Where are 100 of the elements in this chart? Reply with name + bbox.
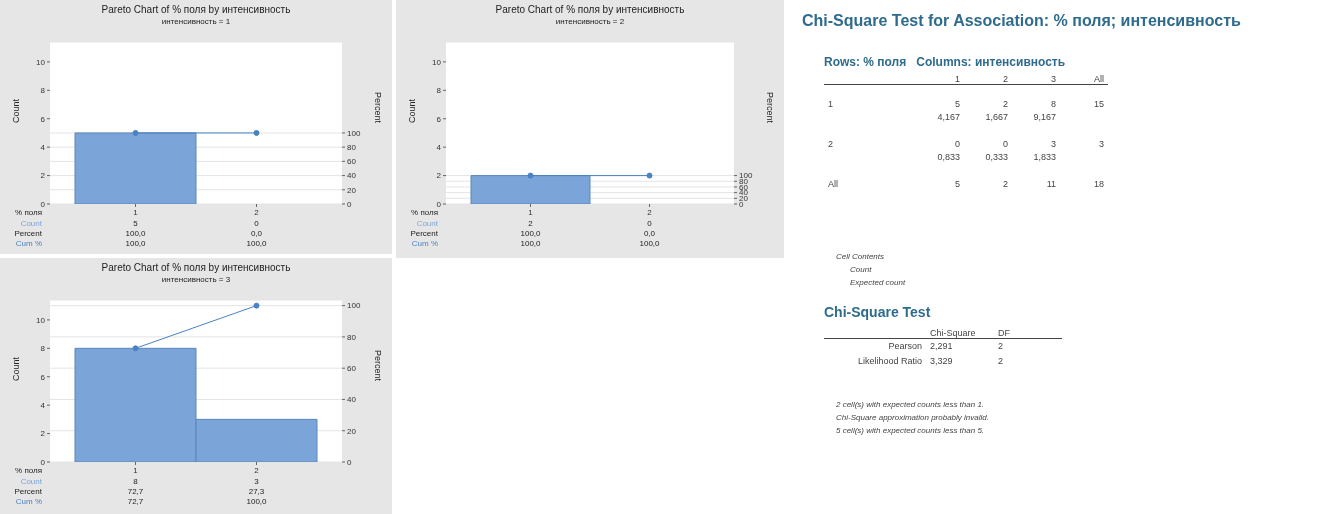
text: 4,167	[937, 111, 960, 122]
text: 5 cell(s) with expected counts less than 5.	[836, 426, 985, 435]
data-label: 2	[527, 219, 534, 229]
text: 1,833	[1033, 151, 1056, 162]
y-tick-label: 6	[40, 114, 46, 124]
data-label: 100,0	[519, 239, 542, 249]
text: 5	[954, 98, 960, 109]
text: Percent	[14, 487, 42, 496]
data-label: 100,0	[245, 497, 268, 507]
data-label: 0	[646, 219, 653, 229]
text: Percent	[14, 229, 42, 238]
text: 3	[1098, 138, 1104, 149]
text: 15	[1093, 98, 1104, 109]
y2-tick-label: 40	[347, 171, 357, 181]
y2-axis-title: Percent	[372, 91, 383, 124]
data-label: 100,0	[245, 239, 268, 249]
text: 18	[1093, 178, 1104, 189]
text: 9,167	[1033, 111, 1056, 122]
y2-tick-label: 60	[347, 157, 357, 167]
data-label: 3	[253, 477, 260, 487]
x-axis-title: % поля	[410, 208, 438, 218]
chart-subtitle: интенсивность = 1	[160, 17, 232, 26]
y2-tick-label: 40	[347, 395, 357, 405]
text: 0,833	[937, 151, 960, 162]
data-label: 100,0	[638, 239, 661, 249]
text: Cum %	[15, 239, 42, 248]
x-tick-label: 2	[647, 207, 653, 217]
y-tick-label: 4	[40, 143, 46, 152]
text: 27,3	[247, 487, 266, 497]
y-axis-title: Count	[11, 356, 22, 381]
category-label: 1	[954, 74, 961, 85]
y-tick-label: 10	[36, 57, 46, 67]
text: 3	[1050, 138, 1056, 149]
category-label: Chi-Square	[929, 328, 977, 339]
chart-title: Pareto Chart of % поля by интенсивность	[100, 4, 292, 15]
chart-title: Pareto Chart of % поля by интенсивность	[494, 4, 686, 15]
text: Cum %	[411, 239, 438, 248]
y-axis-title: Count	[11, 98, 22, 123]
y2-axis-title: Percent	[764, 91, 775, 124]
category-label: Pearson	[888, 341, 922, 352]
text: 2	[1002, 98, 1008, 109]
text: 2	[828, 138, 834, 149]
y2-tick-label: 80	[347, 332, 357, 342]
x-tick-label: 2	[254, 207, 260, 217]
y-tick-label: 8	[40, 86, 46, 96]
text: 0	[954, 138, 960, 149]
y2-tick-label: 0	[347, 199, 352, 209]
y-tick-label: 0	[40, 199, 46, 209]
text: Chi-Square approximation probably invalid.	[836, 413, 989, 422]
data-label: 0	[253, 219, 260, 229]
text: Expected count	[850, 278, 906, 287]
y2-tick-label: 0	[347, 457, 352, 467]
text: 0	[1002, 138, 1008, 149]
text: 0,333	[985, 151, 1008, 162]
text: Cell Contents	[836, 252, 885, 261]
y-tick-label: 8	[436, 86, 442, 96]
text: 72,7	[126, 487, 145, 497]
text: 5	[954, 178, 960, 189]
text: Chi-Square Test for Association: % поля; интенсивность	[802, 12, 1241, 30]
y-tick-label: 0	[40, 457, 46, 467]
text: 8	[1050, 98, 1056, 109]
chart-subtitle: интенсивность = 3	[160, 275, 232, 284]
y2-tick-label: 80	[347, 143, 357, 152]
y2-tick-label: 20	[347, 426, 357, 436]
category-label: 2	[1002, 178, 1008, 189]
text: 0,0	[642, 229, 657, 239]
text: 11	[1046, 178, 1056, 189]
chart-subtitle: интенсивность = 2	[554, 17, 626, 26]
text: Count	[20, 219, 42, 228]
text: 100,0	[519, 229, 542, 239]
y-tick-label: 10	[36, 315, 46, 325]
category-label: 2	[998, 341, 1004, 352]
x-axis-title: % поля	[14, 208, 42, 218]
text: 3,329	[930, 356, 953, 366]
category-label: 1	[828, 98, 834, 109]
y-tick-label: 6	[40, 372, 46, 382]
y-tick-label: 0	[436, 199, 442, 209]
x-tick-label: 1	[133, 207, 139, 217]
text: 2 cell(s) with expected counts less than 1.	[836, 400, 985, 409]
y-axis-title: Count	[407, 98, 418, 123]
y-tick-label: 8	[40, 344, 46, 354]
y-tick-label: 2	[436, 171, 442, 181]
data-label: 8	[132, 477, 139, 487]
data-label: 100,0	[124, 239, 147, 249]
text: 100,0	[124, 229, 147, 239]
y2-axis-title: Percent	[372, 349, 383, 382]
text: Chi-Square Test	[824, 304, 931, 320]
category-label: DF	[997, 328, 1011, 339]
y-tick-label: 10	[432, 57, 442, 67]
y-tick-label: 6	[436, 114, 442, 124]
category-label: All	[828, 178, 839, 189]
text: Cum %	[15, 497, 42, 506]
text: Percent	[410, 229, 438, 238]
data-label: 5	[132, 219, 139, 229]
y-tick-label: 4	[40, 401, 46, 410]
x-tick-label: 1	[528, 207, 534, 217]
text: Count	[20, 477, 42, 486]
y-tick-label: 2	[40, 429, 46, 439]
category-label: All	[1093, 74, 1105, 85]
chart-title: Pareto Chart of % поля by интенсивность	[100, 262, 292, 273]
